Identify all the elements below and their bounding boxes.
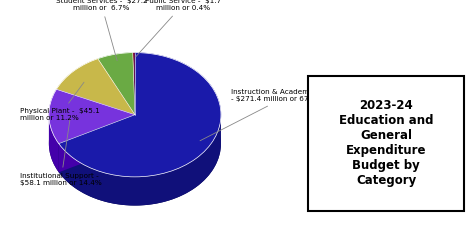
Ellipse shape — [49, 81, 221, 206]
Text: Institutional Support -
$58.1 million or 14.4%: Institutional Support - $58.1 million or… — [20, 119, 102, 186]
Polygon shape — [49, 89, 135, 144]
Text: 2023-24
Education and
General
Expenditure
Budget by
Category: 2023-24 Education and General Expenditur… — [339, 99, 434, 187]
Polygon shape — [56, 59, 135, 115]
Polygon shape — [59, 53, 221, 177]
Polygon shape — [59, 115, 221, 206]
FancyBboxPatch shape — [308, 76, 464, 211]
Polygon shape — [49, 115, 59, 172]
Text: Public Service -  $1.7
million or 0.4%: Public Service - $1.7 million or 0.4% — [136, 0, 221, 57]
Text: Physical Plant -  $45.1
million or 11.2%: Physical Plant - $45.1 million or 11.2% — [20, 82, 100, 121]
Text: Instruction & Academic Support
- $271.4 million or 67.3%: Instruction & Academic Support - $271.4 … — [200, 89, 346, 141]
Polygon shape — [98, 53, 135, 115]
Polygon shape — [59, 115, 135, 172]
Polygon shape — [133, 53, 135, 115]
Text: Student Services -  $27.2
million or  6.7%: Student Services - $27.2 million or 6.7% — [55, 0, 147, 61]
Polygon shape — [59, 115, 135, 172]
